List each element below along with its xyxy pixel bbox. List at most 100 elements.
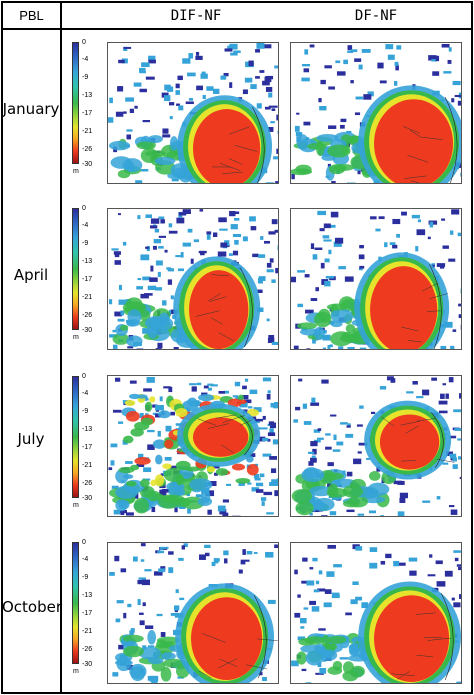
heatmap-cell <box>328 224 336 228</box>
heatmap-cell <box>130 464 140 471</box>
heatmap-cell <box>310 298 318 301</box>
heatmap-cell <box>110 443 118 448</box>
heatmap-cell <box>377 62 384 69</box>
heatmap-cell <box>147 630 157 645</box>
heatmap-cell <box>201 71 206 76</box>
heatmap-cell <box>450 345 455 349</box>
heatmap-cell <box>454 94 461 98</box>
heatmap-cell <box>227 398 242 408</box>
heatmap-cell <box>144 401 153 412</box>
colorbar-tick: -26 <box>82 646 93 653</box>
map-july-df-nf <box>290 375 462 517</box>
heatmap-cell <box>453 409 461 413</box>
heatmap-cell <box>153 571 163 576</box>
heatmap-cell <box>456 564 461 567</box>
heatmap-cell <box>145 214 152 218</box>
heatmap-cell <box>447 59 452 64</box>
heatmap-cell <box>323 602 332 608</box>
heatmap-cell <box>164 249 168 253</box>
heatmap-cell <box>139 310 151 321</box>
heatmap-cell <box>331 180 336 183</box>
heatmap-cell <box>142 645 147 650</box>
heatmap-cell <box>159 547 164 550</box>
heatmap-cell <box>193 239 200 243</box>
heatmap-cell <box>165 425 172 432</box>
colorbar-tick: -30 <box>82 661 93 668</box>
heatmap-cell <box>113 251 121 255</box>
heatmap-cell <box>151 506 156 513</box>
heatmap-cell <box>252 253 259 258</box>
heatmap-cell <box>395 64 399 71</box>
heatmap-cell <box>394 61 399 67</box>
heatmap-cell <box>417 219 422 223</box>
heatmap-cell <box>268 421 275 426</box>
heatmap-cell <box>450 230 454 235</box>
colorbar-tick: -13 <box>82 426 93 433</box>
heatmap-cell <box>178 557 184 561</box>
heatmap-cell <box>199 554 206 560</box>
heatmap-cell <box>130 427 144 437</box>
province-boundary <box>257 638 278 641</box>
heatmap-cell <box>346 130 352 134</box>
heatmap-cell <box>358 442 368 446</box>
colorbar-tick: -26 <box>82 480 93 487</box>
heatmap-cell <box>127 603 132 608</box>
heatmap-cell <box>305 682 312 683</box>
heatmap-cell <box>333 241 342 247</box>
heatmap-cell <box>223 72 229 77</box>
heatmap-cell <box>294 569 298 575</box>
heatmap-cell <box>246 453 256 458</box>
heatmap-cell <box>435 560 443 565</box>
heatmap-cell <box>449 435 457 439</box>
heatmap-cell <box>370 411 376 415</box>
province-boundary <box>407 154 429 163</box>
heatmap-cell <box>310 441 318 447</box>
row-label-april: April <box>13 266 49 284</box>
colorbar-tick: 0 <box>82 39 86 46</box>
heatmap-cell <box>231 463 245 471</box>
heatmap-cell <box>126 134 132 140</box>
heatmap-cell <box>156 636 181 645</box>
heatmap-core <box>370 266 438 349</box>
heatmap-cell <box>139 70 146 74</box>
heatmap-cell <box>311 455 316 459</box>
heatmap-cell <box>458 314 461 319</box>
heatmap-cell <box>162 134 171 138</box>
heatmap-cell <box>133 556 138 562</box>
colorbar-tick: -21 <box>82 628 93 635</box>
heatmap-core <box>193 109 261 183</box>
heatmap-cell <box>111 248 119 251</box>
coastline <box>429 264 442 349</box>
heatmap-cell <box>170 613 178 616</box>
heatmap-cell <box>266 318 270 322</box>
heatmap-cell <box>253 407 262 413</box>
heatmap-cell <box>157 342 163 349</box>
heatmap-cell <box>188 53 193 59</box>
heatmap-cell <box>127 346 134 349</box>
heatmap-cell <box>271 219 278 225</box>
colorbar-tick: -17 <box>82 276 93 283</box>
heatmap-cell <box>142 397 149 401</box>
heatmap-cell <box>303 121 311 126</box>
colorbar-unit: m <box>73 502 79 509</box>
heatmap-cell <box>255 482 264 487</box>
heatmap-cell <box>232 233 242 237</box>
province-boundary <box>391 673 415 677</box>
heatmap-core <box>374 595 450 683</box>
heatmap-cell <box>369 547 378 552</box>
heatmap-cell <box>323 223 331 229</box>
heatmap-cell <box>266 262 272 268</box>
heatmap-cell <box>180 252 184 258</box>
heatmap-cell <box>145 76 155 80</box>
heatmap-cell <box>459 476 461 480</box>
heatmap-cell <box>305 650 324 666</box>
heatmap-core <box>193 417 249 457</box>
heatmap-cell <box>144 316 167 330</box>
heatmap-cell <box>457 232 461 237</box>
heatmap-cell <box>333 163 355 171</box>
heatmap-cell <box>369 562 378 569</box>
heatmap-cell <box>142 120 151 123</box>
heatmap-cell <box>431 377 437 381</box>
map-january-dif-nf <box>107 42 279 184</box>
heatmap-cell <box>303 421 312 425</box>
